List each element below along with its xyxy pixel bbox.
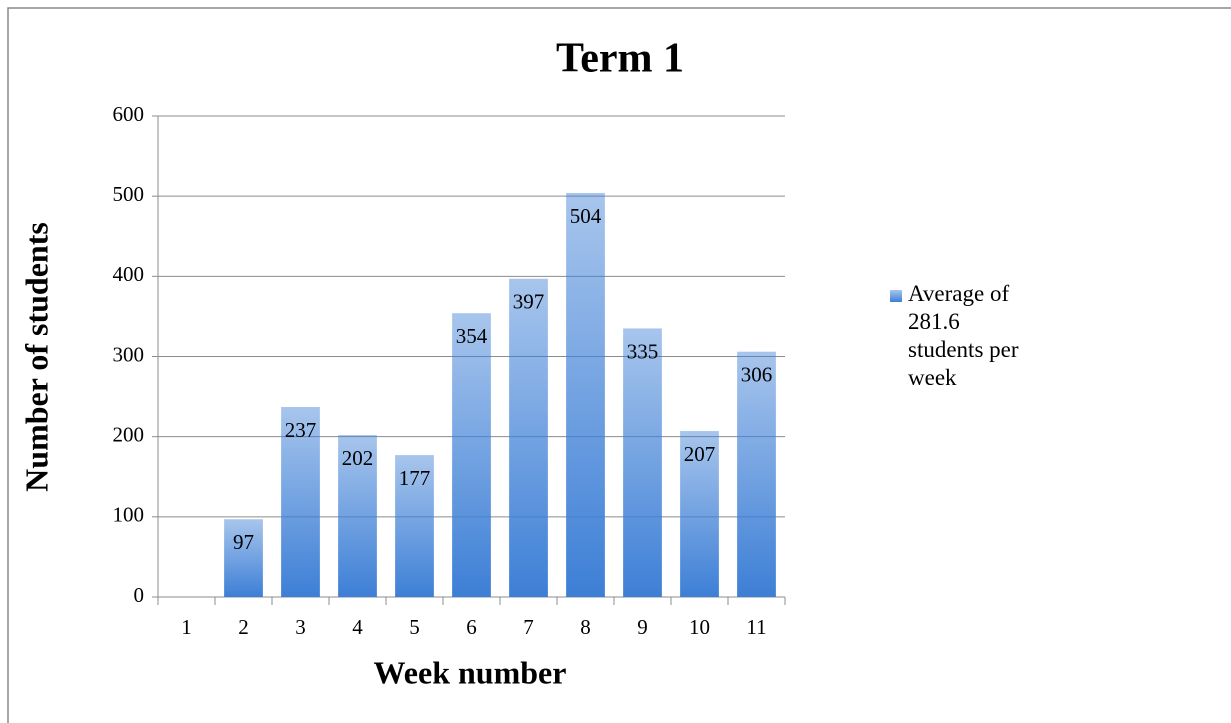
y-tick-label: 100 bbox=[113, 503, 145, 527]
data-label: 177 bbox=[399, 466, 431, 490]
data-label: 202 bbox=[342, 446, 374, 470]
x-tick-label: 5 bbox=[409, 615, 420, 639]
x-tick-label: 10 bbox=[689, 615, 710, 639]
x-tick-label: 11 bbox=[746, 615, 766, 639]
data-label: 397 bbox=[513, 290, 545, 314]
chart-title: Term 1 bbox=[556, 36, 684, 82]
frame bbox=[7, 7, 1231, 723]
legend-label: Average of 281.6 students per week bbox=[908, 281, 1024, 390]
data-label: 504 bbox=[570, 204, 602, 228]
data-label: 237 bbox=[285, 418, 317, 442]
x-tick-label: 9 bbox=[637, 615, 648, 639]
bar bbox=[623, 328, 662, 597]
x-tick-label: 8 bbox=[580, 615, 591, 639]
bar bbox=[224, 519, 263, 597]
bar bbox=[395, 455, 434, 597]
bar bbox=[737, 351, 776, 597]
y-tick-label: 400 bbox=[113, 262, 145, 286]
bar bbox=[281, 407, 320, 597]
x-tick-label: 1 bbox=[181, 615, 192, 639]
x-tick-label: 4 bbox=[352, 615, 363, 639]
x-axis-title: Week number bbox=[374, 654, 567, 690]
data-label: 335 bbox=[627, 339, 659, 363]
bar bbox=[680, 431, 719, 597]
y-tick-label: 500 bbox=[113, 182, 145, 206]
bar bbox=[452, 313, 491, 597]
data-label: 97 bbox=[233, 530, 254, 554]
x-tick-label: 6 bbox=[466, 615, 477, 639]
bar bbox=[509, 278, 548, 597]
bar bbox=[338, 435, 377, 597]
x-tick-label: 3 bbox=[295, 615, 306, 639]
data-label: 207 bbox=[684, 442, 716, 466]
data-label: 354 bbox=[456, 324, 488, 348]
data-label: 306 bbox=[741, 363, 773, 387]
legend-swatch bbox=[890, 290, 902, 302]
x-tick-label: 7 bbox=[523, 615, 534, 639]
y-tick-label: 300 bbox=[113, 342, 145, 366]
bar bbox=[566, 192, 605, 597]
x-tick-label: 2 bbox=[238, 615, 249, 639]
y-tick-label: 0 bbox=[134, 583, 145, 607]
y-tick-label: 200 bbox=[113, 422, 145, 446]
y-tick-label: 600 bbox=[113, 102, 145, 126]
y-axis-title: Number of students bbox=[18, 222, 54, 492]
